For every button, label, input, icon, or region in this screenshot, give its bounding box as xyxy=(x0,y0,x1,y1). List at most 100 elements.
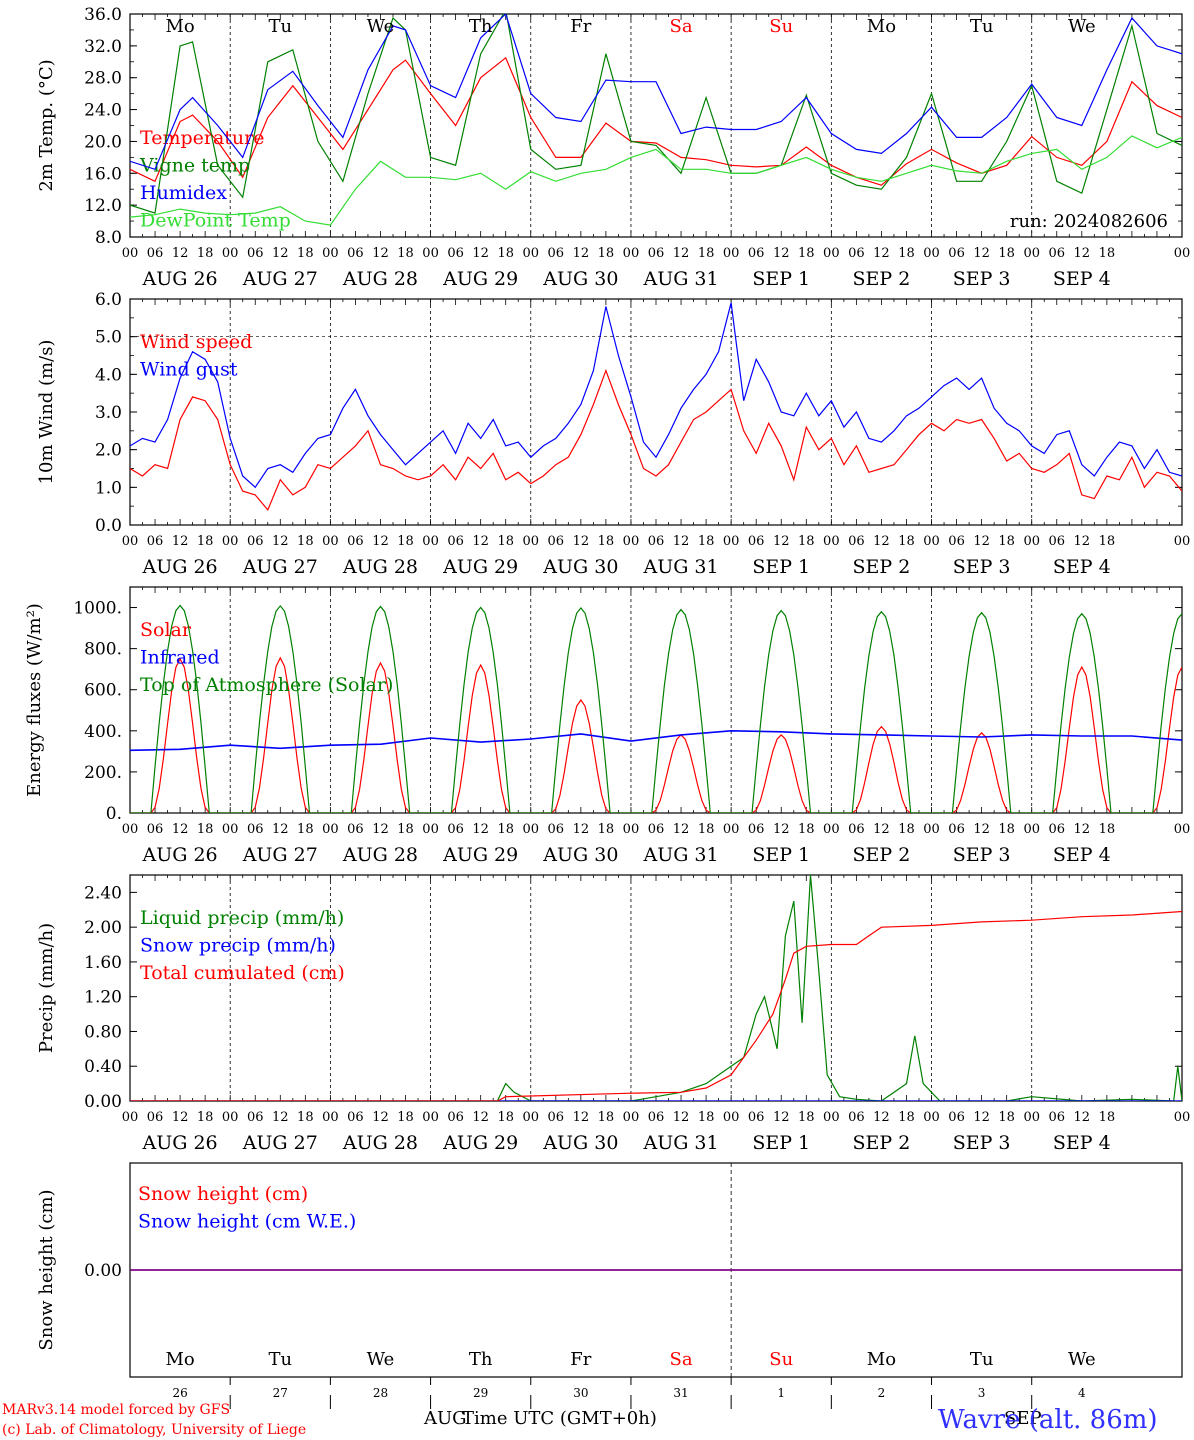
legend-entry: Snow height (cm W.E.) xyxy=(138,1211,356,1233)
series-line-temperature xyxy=(130,56,1182,186)
date-label: AUG 29 xyxy=(442,268,518,290)
hour-tick-label: 12 xyxy=(472,246,489,261)
hour-tick-label: 18 xyxy=(598,822,615,837)
hour-tick-label: 00 xyxy=(923,1110,940,1125)
hour-tick-label: 06 xyxy=(648,534,665,549)
hour-tick-label: 06 xyxy=(447,822,464,837)
hour-tick-label: 00 xyxy=(923,246,940,261)
hour-tick-label: 06 xyxy=(548,822,565,837)
y-tick-label: 0.00 xyxy=(84,1261,122,1281)
hour-tick-label: 00 xyxy=(723,534,740,549)
hour-tick-label: 18 xyxy=(798,246,815,261)
date-label: AUG 28 xyxy=(342,844,418,866)
hour-tick-label: 06 xyxy=(147,822,164,837)
legend-entry: Vigne temp xyxy=(139,155,250,177)
y-tick-label: 2.0 xyxy=(95,441,122,461)
hour-tick-label: 12 xyxy=(673,246,690,261)
hour-tick-label: 12 xyxy=(573,1110,590,1125)
hour-tick-label: 18 xyxy=(397,1110,414,1125)
hour-tick-label: 18 xyxy=(798,1110,815,1125)
hour-tick-label: 00 xyxy=(122,1110,139,1125)
hour-tick-label: 06 xyxy=(548,246,565,261)
legend-entry: Total cumulated (cm) xyxy=(140,962,345,984)
hour-tick-label: 12 xyxy=(773,1110,790,1125)
hour-tick-label: 06 xyxy=(948,534,965,549)
y-axis-title: Snow height (cm) xyxy=(36,1189,57,1350)
series-line-wind-gust xyxy=(130,302,1182,489)
hour-tick-label: 18 xyxy=(197,246,214,261)
hour-tick-label: 12 xyxy=(372,534,389,549)
y-tick-label: 1000. xyxy=(73,599,122,619)
date-label: SEP 3 xyxy=(953,268,1011,290)
date-label: SEP 3 xyxy=(953,556,1011,578)
hour-tick-label: 18 xyxy=(397,246,414,261)
date-label: SEP 2 xyxy=(853,556,911,578)
y-tick-label: 8.0 xyxy=(95,228,122,248)
hour-tick-label: 12 xyxy=(573,534,590,549)
hour-tick-label: 00 xyxy=(823,1110,840,1125)
hour-tick-label: 18 xyxy=(497,1110,514,1125)
weekday-label: We xyxy=(1068,1349,1096,1370)
hour-tick-label: 12 xyxy=(1074,246,1091,261)
hour-tick-label: 18 xyxy=(998,246,1015,261)
y-tick-label: 1.60 xyxy=(84,953,122,973)
hour-tick-label: 18 xyxy=(297,1110,314,1125)
date-label: AUG 27 xyxy=(242,844,318,866)
hour-tick-label: 18 xyxy=(898,534,915,549)
date-label: AUG 30 xyxy=(542,844,618,866)
hour-tick-label: 18 xyxy=(397,534,414,549)
hour-tick-label: 00 xyxy=(122,822,139,837)
hour-tick-label: 06 xyxy=(347,534,364,549)
y-tick-label: 6.0 xyxy=(95,290,122,310)
legend-entry: Solar xyxy=(140,619,192,641)
weekday-label: Mo xyxy=(165,1349,194,1370)
hour-tick-label: 00 xyxy=(422,534,439,549)
hour-tick-label: 06 xyxy=(948,1110,965,1125)
day-number-label: 2 xyxy=(878,1386,886,1400)
date-label: AUG 29 xyxy=(442,1132,518,1154)
weekday-label: Tu xyxy=(268,16,292,37)
hour-tick-label: 12 xyxy=(873,246,890,261)
hour-tick-label: 06 xyxy=(347,246,364,261)
hour-tick-label: 06 xyxy=(1048,246,1065,261)
y-tick-label: 1.20 xyxy=(84,988,122,1008)
hour-tick-label: 18 xyxy=(1099,822,1116,837)
hour-tick-label: 00 xyxy=(1174,534,1191,549)
legend-entry: Temperature xyxy=(140,127,264,149)
hour-tick-label: 12 xyxy=(773,246,790,261)
hour-tick-label: 00 xyxy=(322,822,339,837)
hour-tick-label: 12 xyxy=(1074,534,1091,549)
y-axis-title: 10m Wind (m/s) xyxy=(36,340,57,485)
hour-tick-label: 18 xyxy=(1099,246,1116,261)
hour-tick-label: 00 xyxy=(222,1110,239,1125)
series-line-vigne-temp xyxy=(130,14,1182,214)
hour-tick-label: 12 xyxy=(673,534,690,549)
day-number-label: 31 xyxy=(673,1386,688,1400)
hour-tick-label: 00 xyxy=(623,822,640,837)
hour-tick-label: 18 xyxy=(598,534,615,549)
hour-tick-label: 00 xyxy=(923,822,940,837)
hour-tick-label: 18 xyxy=(497,822,514,837)
hour-tick-label: 00 xyxy=(122,534,139,549)
date-label: AUG 29 xyxy=(442,556,518,578)
hour-tick-label: 18 xyxy=(297,822,314,837)
weekday-label: Sa xyxy=(670,16,693,37)
hour-tick-label: 18 xyxy=(297,246,314,261)
hour-tick-label: 00 xyxy=(623,246,640,261)
hour-tick-label: 12 xyxy=(573,822,590,837)
date-label: AUG 31 xyxy=(642,268,718,290)
hour-tick-label: 00 xyxy=(422,822,439,837)
hour-tick-label: 12 xyxy=(573,246,590,261)
date-label: AUG 31 xyxy=(642,844,718,866)
hour-tick-label: 06 xyxy=(848,822,865,837)
date-label: AUG 26 xyxy=(142,1132,218,1154)
date-label: SEP 3 xyxy=(953,844,1011,866)
hour-tick-label: 18 xyxy=(397,822,414,837)
date-label: SEP 4 xyxy=(1053,844,1111,866)
hour-tick-label: 06 xyxy=(548,534,565,549)
hour-tick-label: 12 xyxy=(372,822,389,837)
month-label-sep: SEP xyxy=(1004,1408,1042,1429)
series-line-dewpoint-temp xyxy=(130,135,1182,226)
weekday-label: Su xyxy=(769,1349,793,1370)
hour-tick-label: 12 xyxy=(773,534,790,549)
